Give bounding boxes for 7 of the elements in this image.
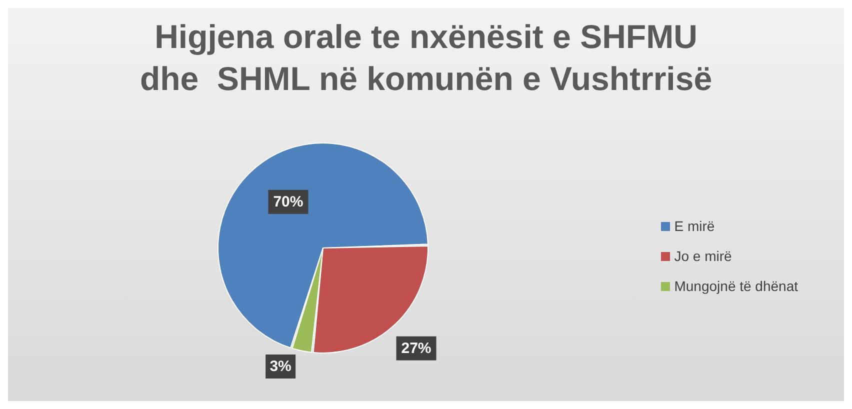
chart-title: Higjena orale te nxënësit e SHFMU dhe SHML në komunën e Vushtrrisë: [138, 17, 714, 99]
legend-label: Mungojnë të dhënat: [674, 278, 798, 294]
data-label: 70%: [273, 193, 304, 210]
data-label: 3%: [270, 358, 292, 376]
legend-label: E mirë: [674, 218, 715, 234]
legend-label: Jo e mirë: [674, 248, 732, 264]
data-label: 27%: [401, 340, 432, 357]
